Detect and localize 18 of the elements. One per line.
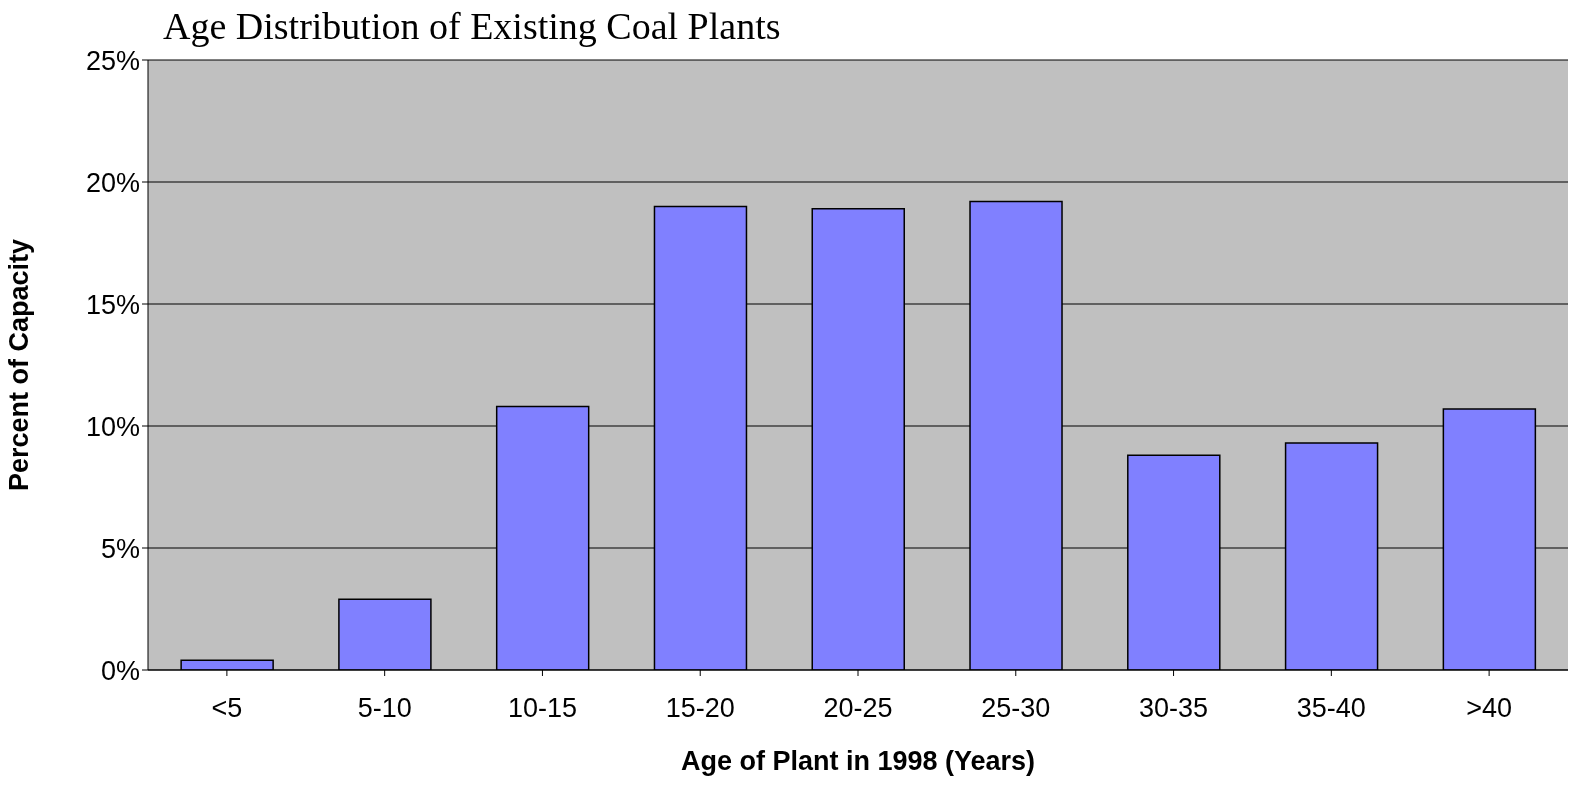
chart-title: Age Distribution of Existing Coal Plants xyxy=(163,4,782,49)
y-tick-label: 10% xyxy=(85,411,140,442)
x-tick-label: 10-15 xyxy=(507,693,577,724)
x-tick-label: 20-25 xyxy=(823,693,893,724)
x-tick-label: 25-30 xyxy=(981,693,1051,724)
y-axis-title: Percent of Capacity xyxy=(3,238,34,492)
x-tick-label: 30-35 xyxy=(1139,693,1209,724)
x-axis-title: Age of Plant in 1998 (Years) xyxy=(680,746,1036,776)
x-tick-label: 5-10 xyxy=(357,693,412,724)
y-tick-label: 25% xyxy=(85,45,140,76)
x-tick-label: >40 xyxy=(1466,693,1513,724)
y-tick-label: 15% xyxy=(85,289,140,320)
x-tick-label: 35-40 xyxy=(1296,693,1366,724)
y-tick-label: 0% xyxy=(100,655,140,686)
y-tick-label: 5% xyxy=(100,533,140,564)
x-tick-label: <5 xyxy=(211,693,243,724)
x-tick-label: 15-20 xyxy=(665,693,735,724)
y-tick-label: 20% xyxy=(85,167,140,198)
